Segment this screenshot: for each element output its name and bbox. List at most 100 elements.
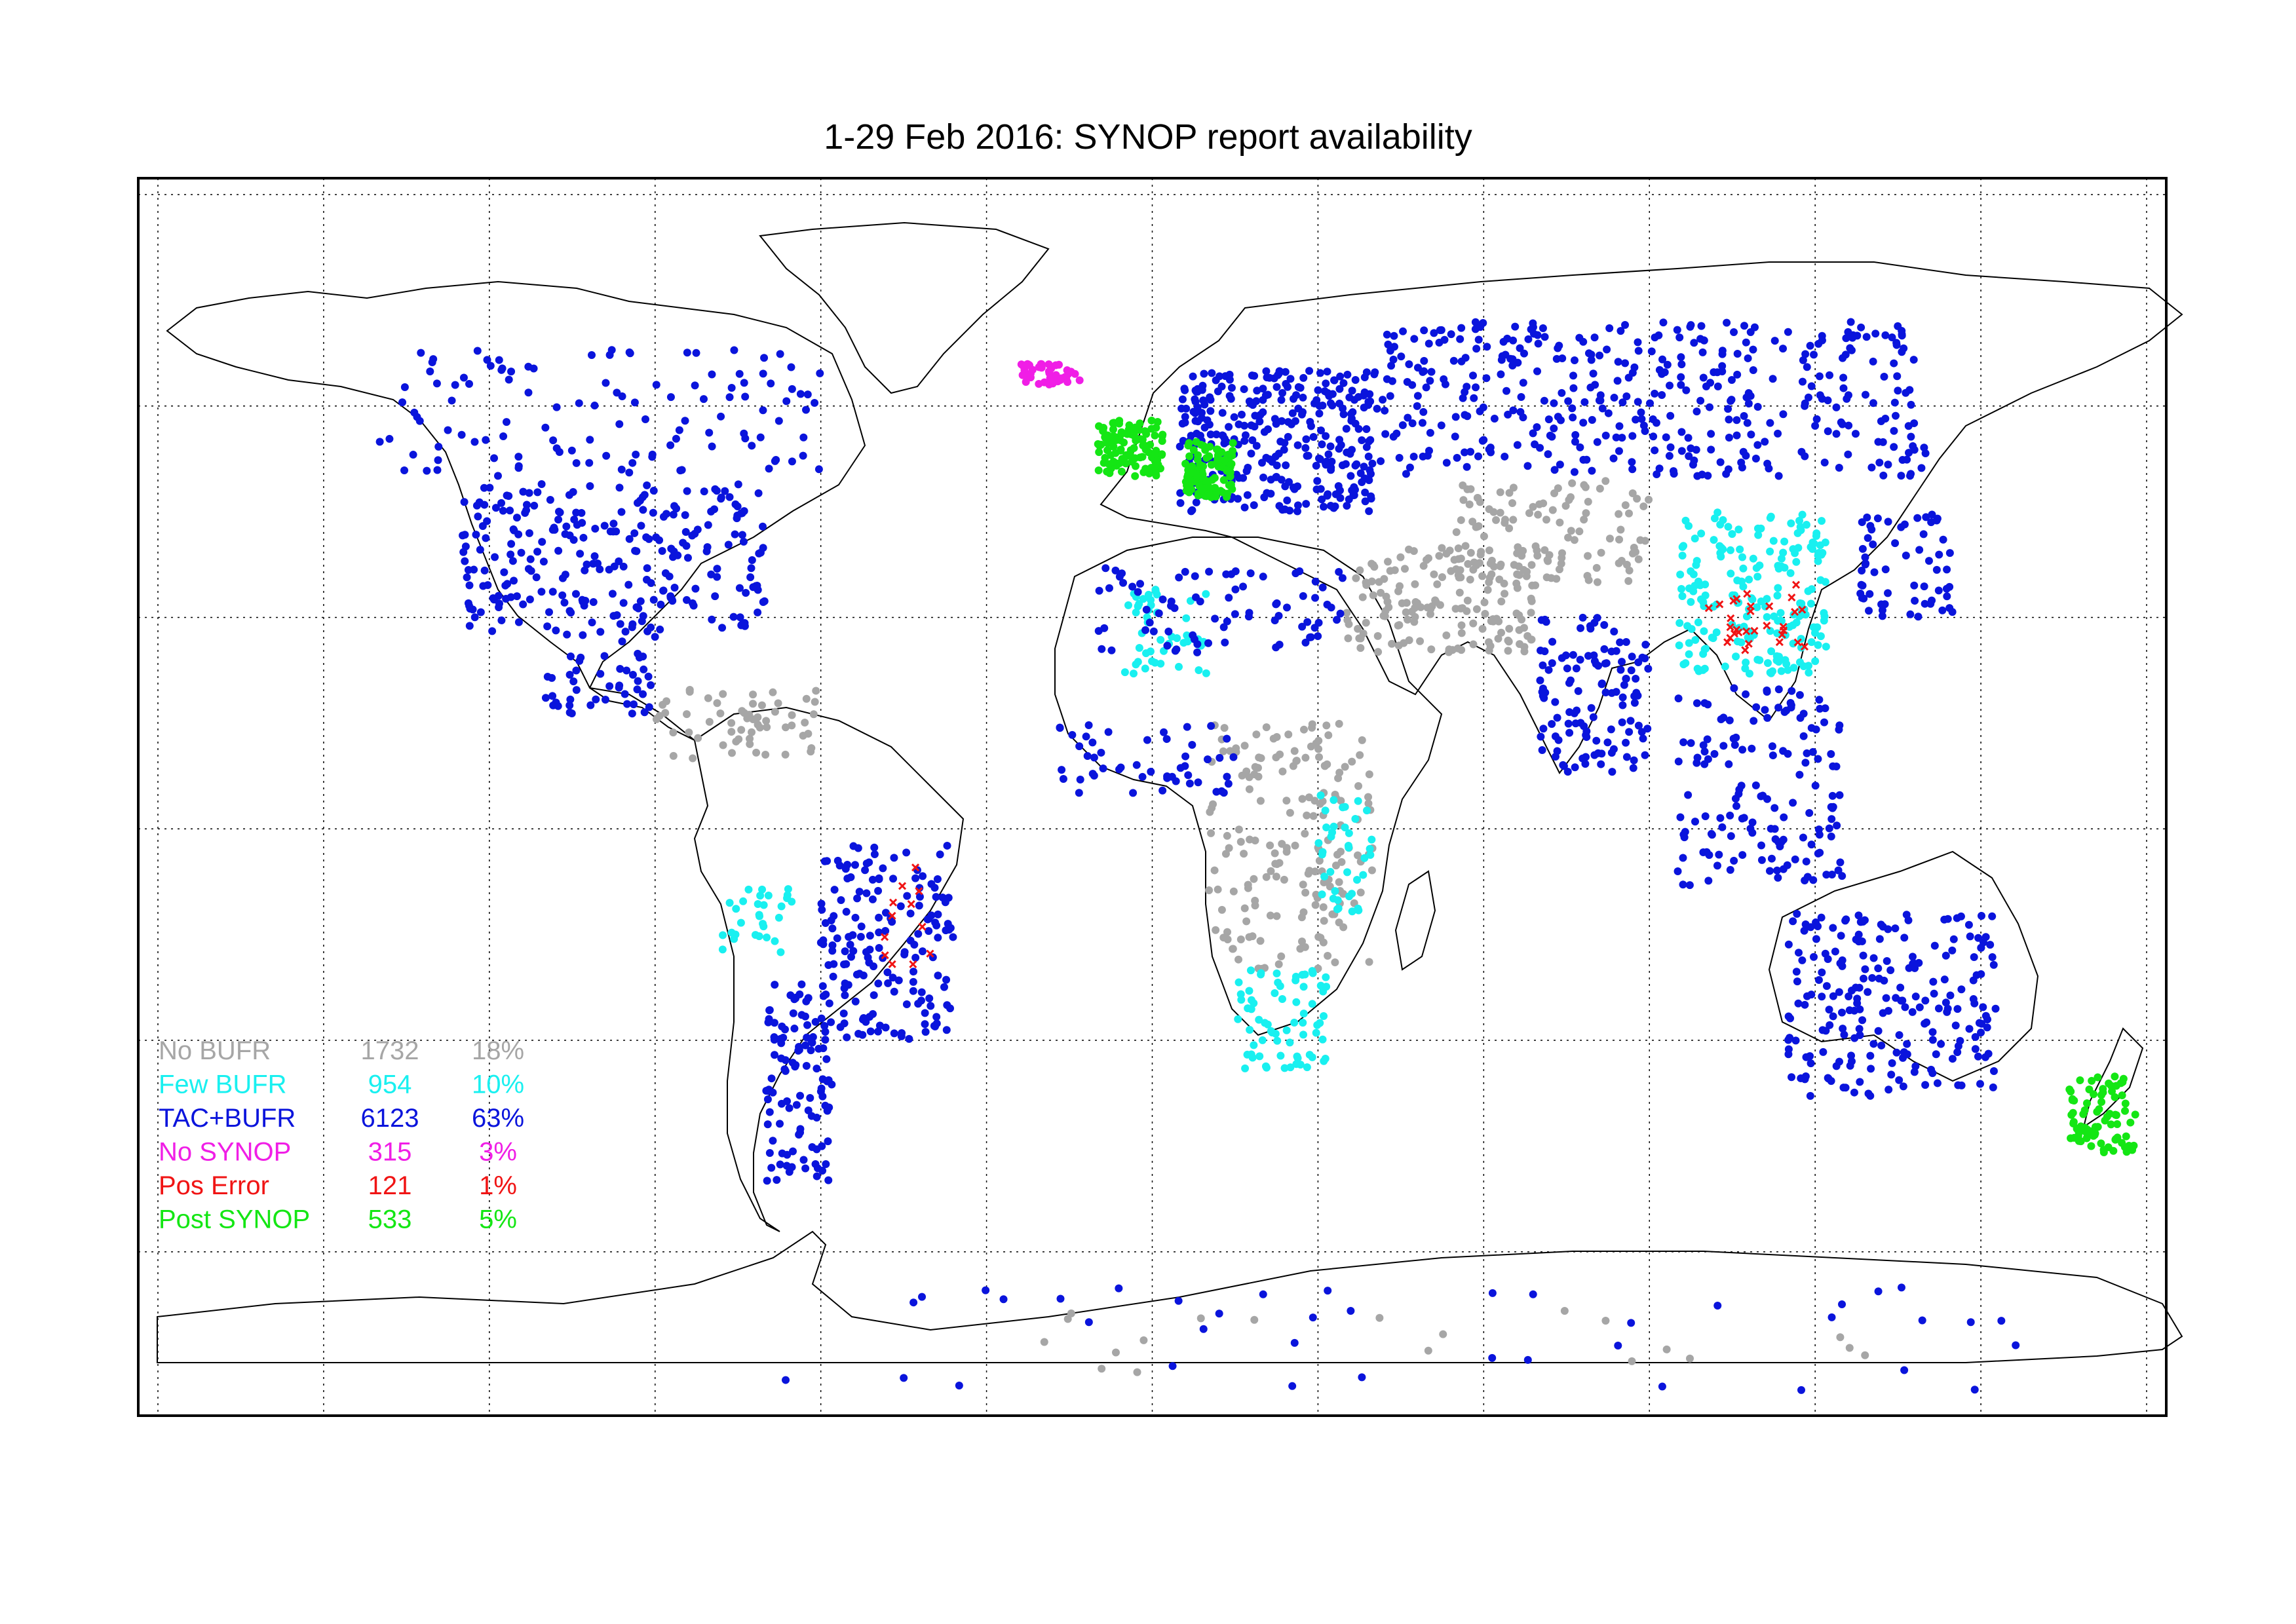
station-marker-tac-bufr (1614, 358, 1622, 366)
station-marker-few-bufr (1299, 1030, 1308, 1039)
station-marker-no-bufr (1621, 501, 1630, 510)
station-marker-tac-bufr (652, 381, 660, 389)
station-marker-few-bufr (754, 900, 762, 909)
station-marker-tac-bufr (1854, 911, 1863, 920)
station-marker-tac-bufr (1610, 394, 1618, 402)
station-marker-tac-bufr (465, 380, 474, 388)
station-marker-few-bufr (1151, 658, 1159, 667)
station-marker-tac-bufr (608, 590, 617, 598)
station-marker-tac-bufr (1225, 423, 1233, 431)
station-marker-tac-bufr (1928, 1028, 1937, 1036)
station-marker-tac-bufr (730, 346, 738, 354)
station-marker-tac-bufr (1815, 372, 1824, 381)
station-marker-pos-error (898, 882, 907, 890)
station-marker-no-bufr (1223, 935, 1232, 943)
station-marker-tac-bufr (767, 1163, 776, 1172)
station-marker-tac-bufr (1571, 438, 1579, 446)
station-marker-pos-error (1727, 614, 1735, 622)
station-marker-tac-bufr (683, 487, 691, 495)
station-marker-few-bufr (1153, 590, 1161, 599)
station-marker-tac-bufr (819, 992, 828, 1000)
station-marker-tac-bufr (1658, 1382, 1666, 1391)
station-marker-no-bufr (669, 751, 678, 760)
station-marker-tac-bufr (1784, 1045, 1793, 1053)
station-marker-tac-bufr (1395, 453, 1404, 462)
station-marker-tac-bufr (704, 521, 712, 529)
station-marker-tac-bufr (932, 893, 940, 901)
station-marker-few-bufr (758, 885, 767, 894)
station-marker-tac-bufr (1890, 398, 1899, 407)
station-marker-tac-bufr (1244, 613, 1253, 621)
station-marker-tac-bufr (1204, 639, 1213, 647)
station-marker-tac-bufr (1313, 477, 1322, 485)
station-marker-tac-bufr (1163, 774, 1172, 782)
station-marker-tac-bufr (683, 349, 691, 357)
station-marker-tac-bufr (1895, 1030, 1904, 1039)
station-marker-few-bufr (1681, 516, 1690, 525)
station-marker-tac-bufr (681, 511, 689, 519)
station-marker-tac-bufr (1697, 322, 1706, 330)
station-marker-no-bufr (1411, 603, 1419, 612)
station-marker-tac-bufr (875, 943, 883, 952)
station-marker-tac-bufr (1362, 425, 1371, 434)
station-marker-no-bufr (1311, 797, 1319, 805)
station-marker-tac-bufr (1478, 436, 1487, 445)
station-marker-tac-bufr (1894, 387, 1902, 395)
station-marker-tac-bufr (1488, 1289, 1497, 1297)
station-marker-few-bufr (1732, 652, 1740, 661)
station-marker-few-bufr (1677, 584, 1686, 593)
station-marker-tac-bufr (537, 480, 546, 488)
station-marker-tac-bufr (1727, 376, 1736, 385)
legend: No BUFR 1732 18%Few BUFR 954 10%TAC+BUFR 6123… (159, 1036, 524, 1234)
station-marker-tac-bufr (1632, 674, 1640, 683)
station-marker-tac-bufr (1832, 430, 1841, 438)
station-marker-tac-bufr (840, 984, 849, 992)
station-marker-few-bufr (1359, 871, 1368, 879)
station-marker-no-bufr (704, 694, 712, 702)
station-marker-tac-bufr (1185, 779, 1194, 787)
station-marker-tac-bufr (851, 997, 860, 1006)
station-marker-few-bufr (1675, 641, 1683, 650)
station-marker-no-bufr (1540, 546, 1549, 554)
station-marker-tac-bufr (1474, 335, 1483, 344)
station-markers (375, 318, 2139, 1394)
station-marker-no-synop (1047, 364, 1056, 373)
station-marker-tac-bufr (1901, 1003, 1909, 1011)
station-marker-few-bufr (1786, 569, 1795, 577)
station-marker-pos-error (1793, 638, 1802, 647)
station-marker-tac-bufr (1536, 646, 1544, 654)
station-marker-no-bufr (1504, 636, 1512, 645)
station-marker-few-bufr (1780, 537, 1789, 546)
station-marker-tac-bufr (1470, 394, 1478, 402)
station-marker-few-bufr (1255, 1015, 1263, 1024)
station-marker-tac-bufr (1278, 506, 1287, 514)
station-marker-tac-bufr (1867, 525, 1876, 534)
station-marker-tac-bufr (1822, 871, 1831, 879)
station-marker-tac-bufr (1839, 373, 1848, 382)
station-marker-no-bufr (1495, 617, 1503, 626)
station-marker-pos-error (915, 887, 923, 896)
station-marker-no-bufr (1356, 634, 1365, 643)
station-marker-tac-bufr (465, 601, 474, 610)
station-marker-tac-bufr (1892, 1048, 1901, 1057)
station-marker-few-bufr (1139, 595, 1147, 603)
station-marker-tac-bufr (721, 487, 729, 495)
station-marker-tac-bufr (1976, 1080, 1985, 1088)
station-marker-tac-bufr (718, 624, 727, 632)
station-marker-few-bufr (1174, 662, 1183, 671)
station-marker-tac-bufr (688, 599, 697, 607)
station-marker-no-bufr (1262, 723, 1271, 732)
station-marker-post-synop (1105, 469, 1114, 478)
station-marker-tac-bufr (1075, 742, 1084, 751)
station-marker-few-bufr (1784, 666, 1792, 674)
map-title: 1-29 Feb 2016: SYNOP report availability (824, 117, 1472, 157)
station-marker-tac-bufr (1705, 851, 1713, 859)
station-marker-few-bufr (1333, 896, 1342, 905)
station-marker-tac-bufr (771, 457, 779, 465)
station-marker-tac-bufr (1240, 385, 1248, 394)
station-marker-no-bufr (1341, 763, 1349, 771)
station-marker-tac-bufr (1874, 438, 1883, 446)
station-marker-tac-bufr (672, 434, 680, 443)
station-marker-tac-bufr (1181, 386, 1189, 394)
station-marker-tac-bufr (1143, 736, 1151, 744)
